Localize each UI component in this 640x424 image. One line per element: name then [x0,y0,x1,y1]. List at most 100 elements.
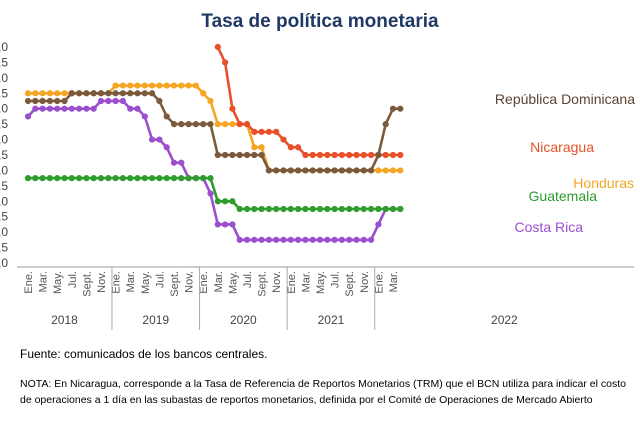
data-point [68,175,75,182]
data-point [90,90,97,97]
data-point [265,167,272,174]
chart-series [24,43,404,243]
data-point [207,175,214,182]
data-point [389,105,397,112]
data-point [331,236,338,243]
data-point [273,128,280,135]
y-tick-label: ,5 [0,210,8,224]
data-point [105,90,112,97]
data-point [316,205,324,213]
data-point [156,82,163,89]
data-point [389,205,397,213]
data-point [163,175,170,182]
policy-rate-chart: Tasa de política monetaria ,0,5,0,5,0,5,… [0,11,635,330]
data-point [97,175,105,182]
data-point [156,136,163,143]
data-point [119,175,126,182]
data-point [243,151,251,159]
data-point [178,82,185,89]
data-point [214,221,221,228]
data-point [273,205,280,213]
data-point [192,121,199,128]
data-point [39,97,46,105]
data-point [229,198,236,205]
data-point [338,205,345,213]
data-point [83,175,90,182]
data-point [265,205,272,213]
data-point [280,136,287,143]
data-point [119,90,126,97]
year-label: 2018 [51,313,78,327]
x-tick-label: Ene. [23,271,35,294]
data-point [83,105,90,112]
data-point [222,221,229,228]
data-point [222,59,229,66]
data-point [375,151,382,159]
data-point [382,151,389,159]
data-point [368,236,375,243]
series-line [27,99,401,242]
data-point [105,175,112,182]
data-point [141,82,148,89]
data-point [214,43,221,51]
data-point [46,105,54,112]
data-point [397,151,404,159]
data-point [236,121,243,128]
series-costa-rica [24,97,404,243]
x-tick-label: Ene. [111,271,123,294]
data-point [236,151,243,159]
data-point [229,221,236,228]
data-point [295,144,302,151]
x-tick-label: Sept. [169,271,181,297]
data-point [192,175,199,182]
data-point [32,97,39,105]
y-tick-label: ,0 [0,102,8,116]
y-tick-label: ,5 [0,148,8,162]
data-point [229,105,236,112]
data-point [119,97,126,105]
x-tick-label: May. [315,271,327,294]
data-point [149,82,156,89]
data-point [338,236,345,243]
data-point [185,82,192,89]
year-label: 2021 [318,313,345,327]
x-tick-label: Sept. [344,271,356,297]
data-point [39,175,46,182]
data-point [316,236,324,243]
data-point [105,97,112,105]
data-point [368,205,375,213]
data-point [61,175,68,182]
data-point [243,205,251,213]
data-point [251,151,258,159]
data-point [258,151,265,159]
data-point [309,167,316,174]
y-tick-label: ,0 [0,225,8,239]
data-point [287,236,294,243]
data-point [324,236,331,243]
data-point [302,205,309,213]
y-tick-label: ,0 [0,256,8,270]
x-tick-label: Nov. [96,271,108,293]
data-point [141,175,148,182]
series-guatemala [24,175,404,213]
source-note: Fuente: comunicados de los bancos centra… [20,347,268,361]
data-point [214,198,221,205]
data-point [324,205,331,213]
data-point [90,105,97,112]
data-point [61,105,68,112]
y-tick-label: ,0 [0,40,8,54]
x-tick-label: Ene. [286,271,298,294]
data-point [360,151,367,159]
x-tick-label: Ene. [373,271,385,294]
data-point [375,205,382,213]
data-point [112,82,119,89]
y-tick-label: ,5 [0,55,8,69]
y-tick-label: ,5 [0,117,8,131]
data-point [302,236,309,243]
data-point [382,205,389,213]
data-point [258,236,265,243]
data-point [170,82,178,89]
data-point [243,236,251,243]
data-point [389,151,397,159]
data-point [324,151,331,159]
